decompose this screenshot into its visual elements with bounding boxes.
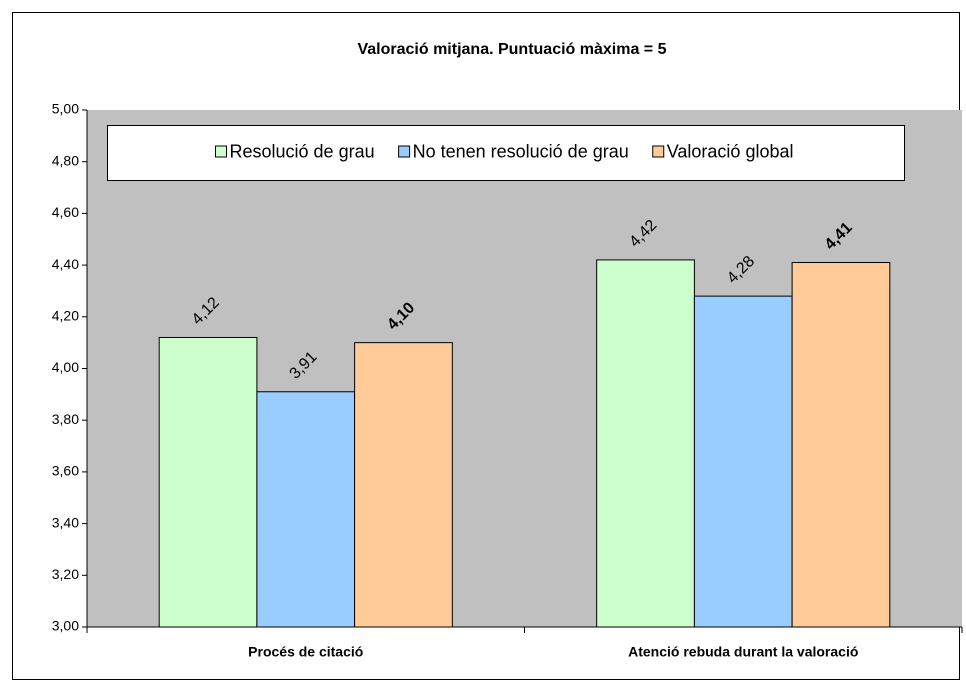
y-tick-label: 4,00 (52, 359, 79, 375)
legend-swatch (652, 145, 665, 158)
legend-box (107, 125, 905, 181)
y-tick-label: 3,40 (52, 514, 79, 530)
bar (354, 342, 453, 628)
legend-label: Valoració global (667, 141, 794, 161)
y-tick-label: 4,60 (52, 204, 79, 220)
y-tick-label: 3,00 (52, 618, 79, 634)
y-tick-label: 4,40 (52, 256, 79, 272)
bar (158, 336, 258, 628)
y-tick-label: 3,80 (52, 411, 79, 427)
legend-swatch (398, 145, 411, 158)
legend-label: No tenen resolució de grau (413, 141, 629, 161)
legend-swatch (215, 145, 228, 158)
y-tick-label: 4,80 (52, 152, 79, 168)
y-tick-label: 3,60 (52, 463, 79, 479)
chart-title: Valoració mitjana. Puntuació màxima = 5 (357, 41, 666, 58)
y-tick-label: 4,20 (52, 308, 79, 324)
y-tick-label: 3,20 (52, 566, 79, 582)
bar (596, 259, 695, 628)
x-tick-label: Atenció rebuda durant la valoració (628, 644, 858, 660)
bar (791, 262, 891, 628)
bar (693, 295, 793, 628)
legend-label: Resolució de grau (230, 141, 375, 161)
bar (256, 391, 356, 628)
x-tick-label: Procés de citació (248, 644, 363, 660)
y-tick-label: 5,00 (52, 101, 79, 117)
